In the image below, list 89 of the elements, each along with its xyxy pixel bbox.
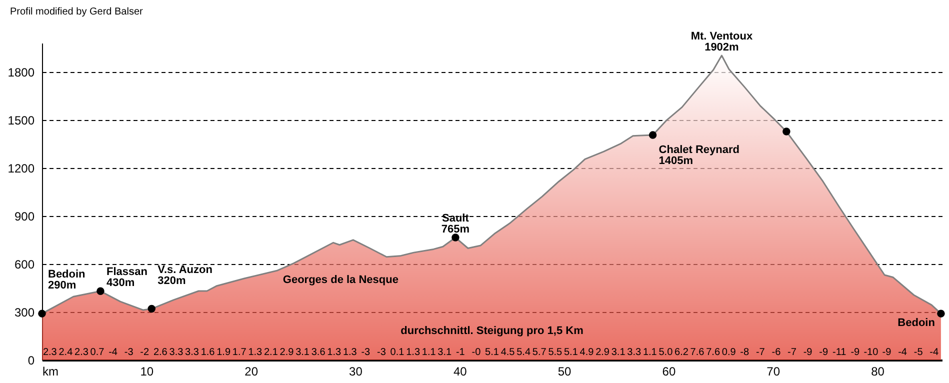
annotation: 4.9 (580, 347, 594, 358)
annotation: 1.3 (406, 347, 420, 358)
point (648, 131, 657, 139)
annotation: Bedoin (898, 317, 936, 330)
annotation: 1.3 (248, 347, 263, 358)
point (937, 310, 945, 318)
annotation: -4 (930, 347, 939, 358)
x-tick-label: 70 (766, 364, 780, 378)
annotation: 0.7 (90, 347, 105, 358)
annotation: 1.1 (642, 347, 658, 358)
annotation: -9 (882, 347, 892, 358)
annotation: 1.9 (216, 347, 231, 358)
point (148, 304, 156, 313)
annotation: -7 (788, 347, 797, 358)
annotation: 0.1 (390, 347, 405, 358)
x-tick-label: 30 (349, 364, 363, 378)
annotation: 1.6 (200, 347, 216, 358)
annotation: -7 (756, 347, 766, 358)
annotation: Mt. Ventoux 1902m (690, 30, 754, 54)
annotation: 3.1 (296, 347, 310, 358)
annotation: -4 (898, 347, 908, 358)
annotation: 2.6 (153, 347, 168, 358)
x-tick-label: km (42, 364, 58, 378)
annotation: -8 (740, 347, 750, 358)
annotation: -5 (914, 347, 924, 358)
annotation: -3 (124, 347, 134, 358)
annotation: -9 (803, 347, 813, 358)
y-tick-label: 600 (14, 257, 35, 272)
chart-title: Profil modified by Gerd Balser (10, 6, 144, 18)
point (782, 128, 790, 136)
annotation: Flassan 430m (106, 266, 148, 290)
x-tick-label: 10 (140, 364, 154, 378)
annotation: 3.3 (627, 347, 642, 358)
annotation: -9 (850, 347, 860, 358)
annotation: 5.0 (658, 347, 674, 358)
annotation: Georges de la Nesque (282, 274, 398, 286)
annotation: 2.3 (42, 347, 58, 358)
annotation: 2.3 (74, 347, 89, 358)
annotation: -3 (377, 347, 386, 358)
annotation: 5.4 (516, 347, 531, 358)
annotation: -1 (456, 347, 466, 358)
annotation: -10 (864, 347, 879, 358)
annotation: -3 (361, 347, 371, 358)
y-tick-label: 300 (14, 305, 35, 320)
annotation: 1.7 (232, 347, 247, 358)
y-tick-label: 1500 (8, 113, 35, 128)
annotation: V.s. Auzon 320m (158, 264, 213, 287)
annotation: 7.6 (706, 347, 720, 358)
annotation: 3.3 (185, 347, 200, 358)
annotation: 6.2 (674, 347, 689, 358)
annotation: 3.6 (311, 347, 326, 358)
y-tick-label: 0 (28, 354, 35, 368)
annotation: 2.9 (280, 347, 294, 358)
annotation: 5.1 (485, 347, 500, 358)
annotation: 2.1 (264, 347, 278, 358)
annotation: 1.1 (422, 347, 436, 358)
x-tick-label: 60 (662, 364, 676, 378)
annotation: -6 (772, 347, 782, 358)
annotation: 1.3 (342, 347, 358, 358)
annotation: 3.1 (611, 347, 626, 358)
point (38, 310, 46, 318)
point (96, 287, 104, 296)
annotation: -9 (819, 347, 828, 358)
annotation: 2.9 (596, 347, 610, 358)
annotation: -2 (140, 347, 150, 358)
annotation: 4.5 (500, 347, 516, 358)
y-tick-label: 1200 (8, 161, 35, 176)
y-tick-label: 900 (14, 209, 35, 224)
annotation: durchschnittl. Steigung pro 1,5 Km (400, 325, 584, 337)
annotation: -11 (832, 347, 847, 358)
x-tick-label: 20 (244, 364, 258, 378)
x-tick-label: 40 (453, 364, 468, 378)
annotation: -0 (472, 347, 482, 358)
annotation: 5.5 (548, 347, 563, 358)
annotation: 1.3 (327, 347, 342, 358)
annotation: -4 (108, 347, 118, 358)
annotation: 7.6 (690, 347, 705, 358)
annotation: 3.1 (438, 347, 452, 358)
annotation: 5.7 (532, 347, 547, 358)
annotation: 0.9 (722, 347, 736, 358)
annotation: Chalet Reynard 1405m (658, 144, 740, 168)
x-tick-label: 80 (871, 364, 885, 378)
point (452, 234, 460, 242)
y-tick-label: 1800 (8, 65, 35, 80)
annotation: Bedoin 290m (48, 268, 86, 292)
annotation: 5.1 (564, 347, 578, 358)
annotation: 3.3 (169, 347, 184, 358)
annotation: 2.4 (58, 347, 74, 358)
x-tick-label: 50 (558, 364, 572, 378)
